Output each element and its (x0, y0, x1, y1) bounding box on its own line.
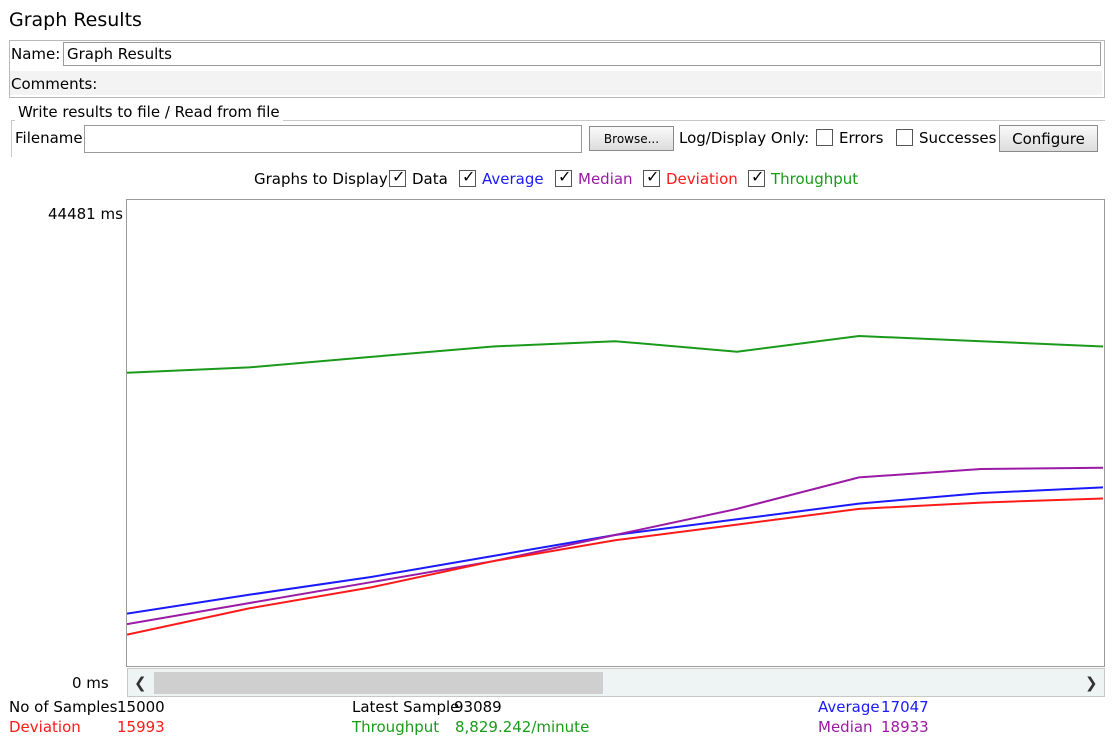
y-axis-max-label: 44481 ms (48, 205, 123, 223)
data-option-label: Data (412, 170, 448, 188)
errors-checkbox[interactable] (816, 129, 833, 146)
latest-sample-label: Latest Sample (352, 698, 460, 716)
deviation-stat-label: Deviation (9, 718, 81, 736)
series-line-median (127, 466, 1104, 626)
graph-svg (127, 334, 1104, 636)
series-line-deviation (127, 497, 1104, 636)
checkmark-icon: ✓ (558, 167, 572, 186)
throughput-checkbox[interactable]: ✓ (748, 167, 765, 187)
panel-title: Graph Results (9, 9, 142, 31)
latest-sample-value: 93089 (454, 698, 502, 716)
average-option-label: Average (482, 170, 544, 188)
successes-checkbox[interactable] (896, 129, 913, 146)
file-section-legend: Write results to file / Read from file (15, 103, 283, 121)
name-label: Name: (11, 45, 61, 63)
median-option-label: Median (578, 170, 633, 188)
filename-label: Filename (15, 129, 83, 147)
scroll-left-icon[interactable]: ❮ (134, 674, 147, 692)
throughput-stat-label: Throughput (352, 718, 440, 736)
successes-label: Successes (919, 129, 997, 147)
deviation-option-label: Deviation (666, 170, 738, 188)
checkmark-icon: ✓ (392, 167, 406, 186)
log-display-only-label: Log/Display Only: (679, 129, 810, 147)
median-stat-value: 18933 (881, 718, 929, 736)
comments-field[interactable] (10, 71, 1102, 95)
y-axis-min-label: 0 ms (72, 674, 109, 692)
samples-label: No of Samples (9, 698, 118, 716)
scroll-right-icon[interactable]: ❯ (1085, 674, 1098, 692)
comments-label: Comments: (11, 75, 98, 93)
average-stat-value: 17047 (881, 698, 929, 716)
checkmark-icon: ✓ (646, 167, 660, 186)
errors-label: Errors (839, 129, 884, 147)
median-stat-label: Median (818, 718, 873, 736)
throughput-option-label: Throughput (771, 170, 859, 188)
browse-button[interactable]: Browse... (589, 126, 674, 151)
graphs-to-display-label: Graphs to Display (254, 170, 388, 188)
median-checkbox[interactable]: ✓ (555, 167, 572, 187)
series-line-throughput (127, 334, 1104, 374)
scrollbar-thumb[interactable] (154, 672, 603, 694)
deviation-stat-value: 15993 (117, 718, 165, 736)
file-section-border (11, 120, 1105, 157)
filename-input[interactable] (84, 125, 582, 153)
checkmark-icon: ✓ (751, 167, 765, 186)
average-checkbox[interactable]: ✓ (459, 167, 476, 187)
series-line-average (127, 486, 1104, 615)
checkmark-icon: ✓ (462, 167, 476, 186)
name-input[interactable] (63, 42, 1101, 66)
samples-value: 15000 (117, 698, 165, 716)
graph-plot-area (126, 199, 1105, 667)
data-checkbox[interactable]: ✓ (389, 167, 406, 187)
configure-button[interactable]: Configure (999, 125, 1098, 152)
deviation-checkbox[interactable]: ✓ (643, 167, 660, 187)
throughput-stat-value: 8,829.242/minute (455, 718, 590, 736)
average-stat-label: Average (818, 698, 880, 716)
